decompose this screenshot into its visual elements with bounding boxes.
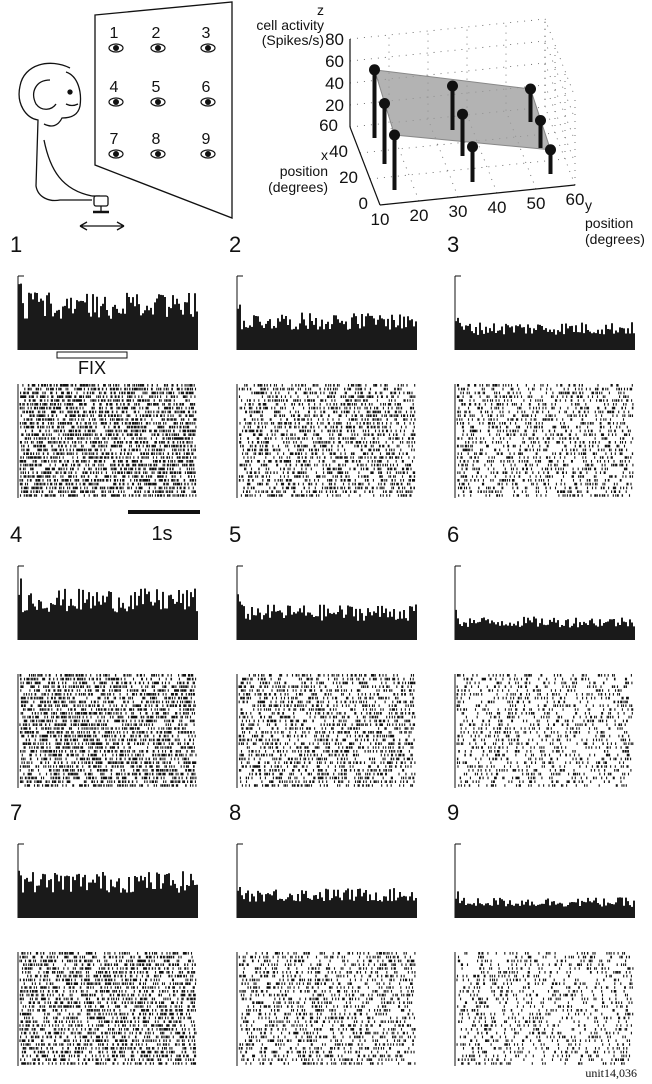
x-tick-label: 40 [329, 142, 348, 161]
raster [20, 674, 196, 787]
z-axis-title: z [317, 2, 324, 18]
eye-pupil [155, 99, 161, 105]
panel-label: 9 [447, 800, 459, 825]
axis-line [380, 185, 575, 205]
target-number: 1 [110, 25, 119, 42]
z-tick-label: 80 [325, 30, 344, 49]
stem-head [467, 141, 478, 152]
raster [239, 384, 415, 497]
monkey-drawing [19, 2, 232, 230]
x-axis-title: position [280, 163, 328, 179]
stem-head [457, 109, 468, 120]
z-axis-title: cell activity [256, 17, 324, 33]
raster [20, 384, 196, 497]
time-scale-label: 1s [151, 523, 172, 545]
target-number: 8 [152, 131, 161, 148]
psth [18, 579, 198, 640]
psth [455, 891, 635, 918]
psth [455, 318, 635, 350]
x-axis-title: (degrees) [268, 179, 328, 195]
target-number: 7 [110, 131, 119, 148]
raster [457, 674, 633, 787]
raster [20, 952, 196, 1065]
target-number: 9 [202, 131, 211, 148]
psth [237, 305, 417, 350]
y-axis-title: (degrees) [585, 231, 645, 247]
fix-label: FIX [78, 358, 106, 378]
x-tick-label: 20 [339, 168, 358, 187]
z-axis-title: (Spikes/s) [262, 32, 324, 48]
target-grid: 1 2 3 4 5 6 7 8 9 [109, 25, 215, 158]
eye-pupil [205, 99, 211, 105]
eye-pupil [205, 45, 211, 51]
panel-label: 2 [229, 232, 241, 257]
raster [457, 384, 633, 497]
raster [239, 674, 415, 787]
y-axis-title: position [585, 215, 633, 231]
psth [18, 871, 198, 918]
z-tick-label: 40 [325, 74, 344, 93]
x-axis-title: x [321, 147, 328, 163]
target-number: 4 [110, 79, 119, 96]
target-number: 3 [202, 25, 211, 42]
eye-pupil [113, 45, 119, 51]
panel-label: 1 [10, 232, 22, 257]
psth [237, 594, 417, 640]
stem-head [379, 98, 390, 109]
y-tick-label: 20 [410, 206, 429, 225]
eye-pupil [205, 151, 211, 157]
stem-head [545, 144, 556, 155]
figure: 123456789 204060800204060102030405060zce… [0, 0, 652, 1084]
y-tick-label: 50 [527, 194, 546, 213]
z-tick-label: 20 [325, 96, 344, 115]
stem-head [389, 130, 400, 141]
target-number: 2 [152, 25, 161, 42]
psth [237, 887, 417, 918]
panel-label: 3 [447, 232, 459, 257]
raster [457, 952, 633, 1065]
panel-label: 7 [10, 800, 22, 825]
unit-label: unit14,036 [585, 1066, 637, 1080]
eye-pupil [155, 151, 161, 157]
panel-label: 8 [229, 800, 241, 825]
stem-head [369, 64, 380, 75]
z-tick-label: 60 [325, 52, 344, 71]
stem-head [525, 84, 536, 95]
raster [239, 952, 415, 1065]
x-tick-label: 60 [319, 116, 338, 135]
y-tick-label: 10 [371, 210, 390, 229]
stem-head [447, 81, 458, 92]
eye-pupil [155, 45, 161, 51]
x-tick-label: 0 [359, 194, 368, 213]
y-tick-label: 40 [488, 198, 507, 217]
target-number: 6 [202, 79, 211, 96]
panel-label: 4 [10, 522, 22, 547]
y-axis-title: y [585, 197, 592, 213]
psth [18, 284, 198, 350]
panel-label: 6 [447, 522, 459, 547]
eye-pupil [113, 99, 119, 105]
target-number: 5 [152, 79, 161, 96]
y-tick-label: 60 [566, 190, 585, 209]
psth [455, 610, 635, 640]
stem-head [535, 115, 546, 126]
y-tick-label: 30 [449, 202, 468, 221]
panel-label: 5 [229, 522, 241, 547]
eye-pupil [113, 151, 119, 157]
